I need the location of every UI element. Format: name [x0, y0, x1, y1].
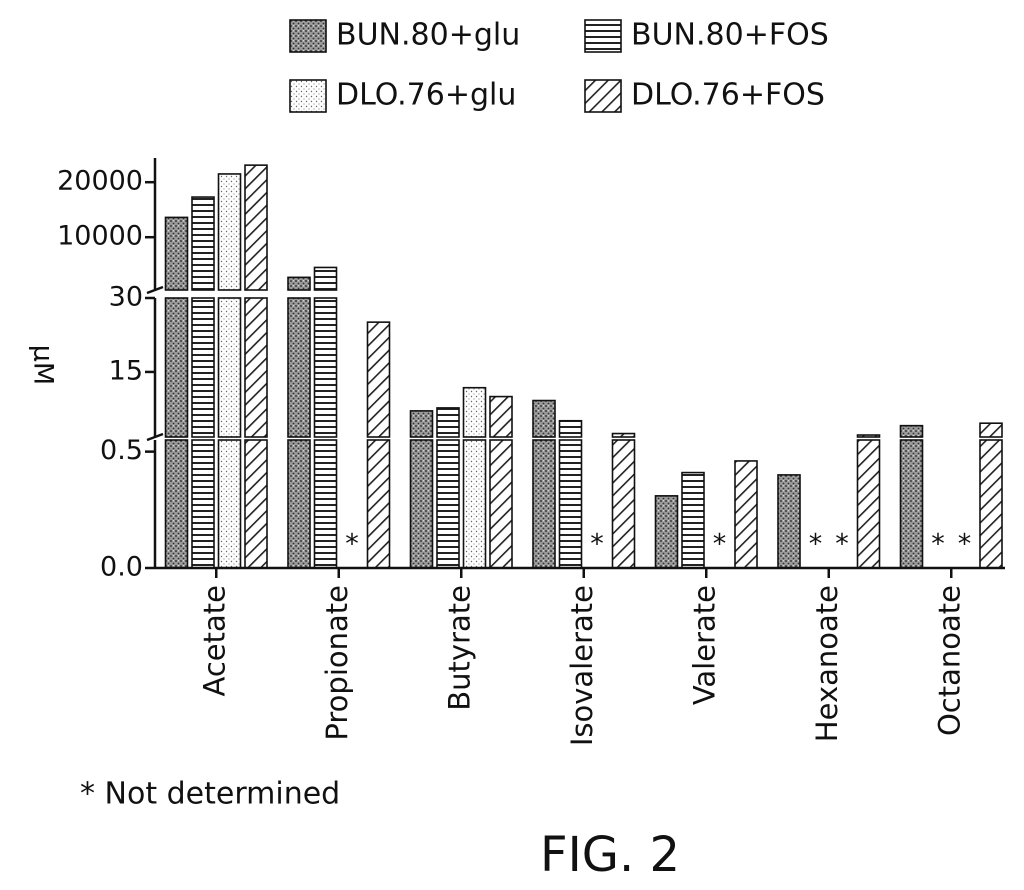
legend-swatch	[290, 80, 326, 112]
not-determined-marker: *	[713, 529, 727, 560]
bar	[219, 440, 241, 568]
bar	[682, 473, 704, 568]
figure-title: FIG. 2	[540, 827, 680, 883]
not-determined-marker: *	[809, 529, 823, 560]
y-tick-label: 10000	[57, 221, 143, 252]
bar	[533, 401, 555, 437]
x-tick-label: Isovalerate	[565, 585, 599, 746]
footnote: * Not determined	[80, 777, 340, 812]
chart: μM * Not determined FIG. 2 BUN.80+glu BUN…	[0, 0, 1024, 890]
bar	[315, 267, 337, 290]
bar	[613, 440, 635, 568]
bar	[980, 440, 1002, 568]
bar	[560, 421, 582, 437]
bar	[411, 411, 433, 437]
bar	[858, 440, 880, 568]
x-tick-label: Octanoate	[932, 585, 966, 736]
y-tick-label: 0.0	[100, 552, 143, 583]
bar	[656, 496, 678, 568]
legend-swatch	[585, 80, 621, 112]
bar	[166, 440, 188, 568]
bar	[368, 322, 390, 437]
not-determined-marker: *	[931, 529, 945, 560]
legend-swatch	[585, 20, 621, 52]
x-tick-label: Acetate	[197, 585, 231, 696]
bar	[192, 440, 214, 568]
bar	[778, 475, 800, 568]
bar	[315, 440, 337, 568]
not-determined-marker: *	[345, 529, 359, 560]
x-tick-label: Hexanoate	[810, 585, 844, 742]
x-tick-label: Valerate	[687, 585, 721, 705]
bar	[192, 298, 214, 437]
bar	[560, 440, 582, 568]
bar	[368, 440, 390, 568]
legend-swatch	[290, 20, 326, 52]
legend-label: BUN.80+FOS	[631, 18, 829, 53]
bar	[288, 277, 310, 290]
bar	[901, 426, 923, 437]
bar	[245, 440, 267, 568]
bar	[490, 397, 512, 437]
bar	[464, 440, 486, 568]
not-determined-marker: *	[835, 529, 849, 560]
bar	[166, 217, 188, 290]
bar	[219, 298, 241, 437]
legend-label: BUN.80+glu	[336, 18, 520, 53]
bar	[219, 174, 241, 290]
bar	[901, 440, 923, 568]
legend-label: DLO.76+FOS	[631, 78, 825, 113]
bar	[411, 440, 433, 568]
y-tick-label: 20000	[57, 166, 143, 197]
bar	[315, 298, 337, 437]
bar	[166, 298, 188, 437]
y-tick-label: 30	[109, 282, 143, 313]
bar	[437, 440, 459, 568]
bar	[858, 435, 880, 437]
not-determined-marker: *	[958, 529, 972, 560]
bar	[245, 165, 267, 290]
legend-label: DLO.76+glu	[336, 78, 516, 113]
x-tick-label: Butyrate	[442, 585, 476, 711]
bar	[980, 423, 1002, 437]
x-tick-label: Propionate	[320, 585, 354, 741]
bar	[192, 197, 214, 290]
bar	[437, 408, 459, 437]
not-determined-marker: *	[590, 529, 604, 560]
bar	[490, 440, 512, 568]
bar	[464, 388, 486, 437]
bar	[288, 298, 310, 437]
bar	[735, 461, 757, 568]
bar	[288, 440, 310, 568]
y-axis-label: μM	[28, 345, 59, 385]
bar	[245, 298, 267, 437]
bar	[613, 434, 635, 437]
y-tick-label: 0.5	[100, 435, 143, 466]
y-tick-label: 15	[109, 355, 143, 386]
bar	[533, 440, 555, 568]
